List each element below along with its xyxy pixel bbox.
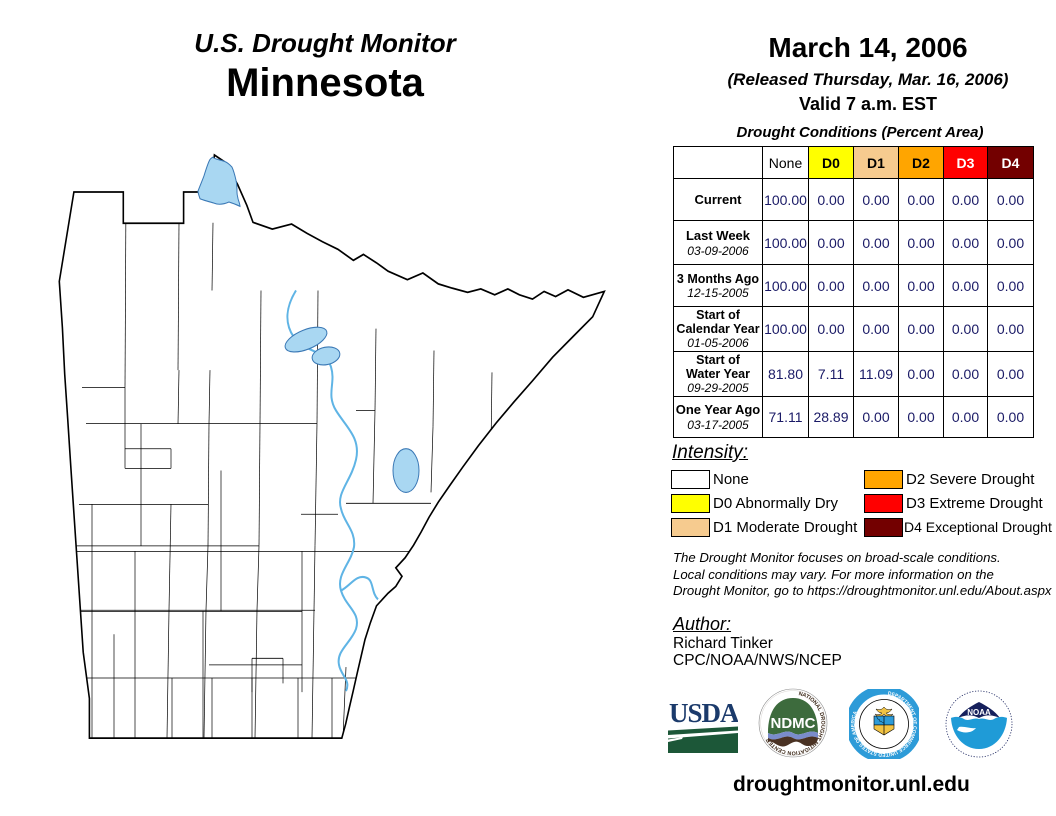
svg-text:USDA: USDA	[669, 698, 738, 728]
svg-text:NDMC: NDMC	[771, 715, 816, 732]
svg-text:NOAA: NOAA	[967, 708, 991, 717]
